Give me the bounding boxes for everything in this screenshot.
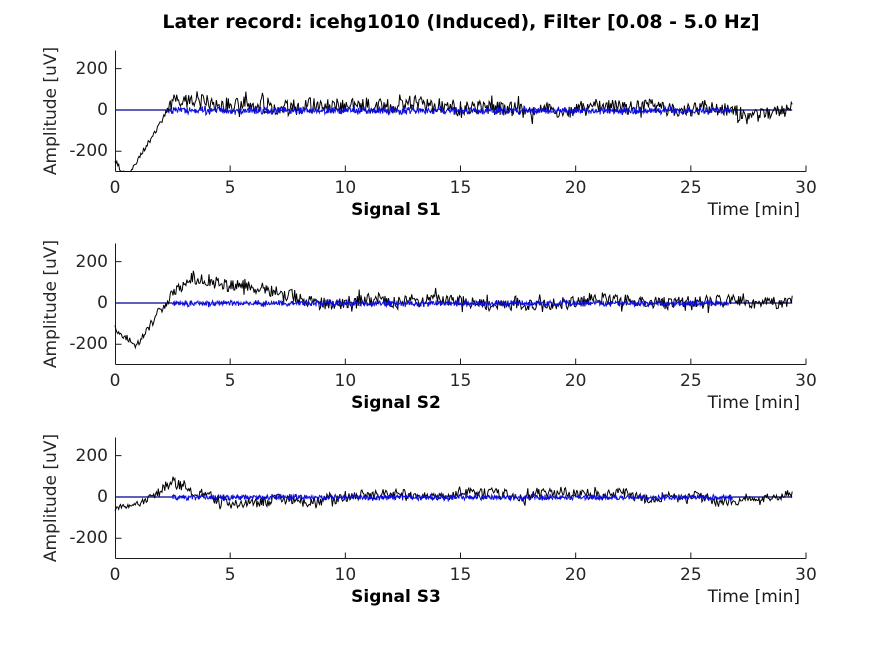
raw-signal-trace	[114, 476, 793, 512]
y-tick-label: 0	[97, 99, 108, 120]
y-tick-label: 200	[75, 445, 108, 466]
x-axis-label-time: Time [min]	[707, 587, 800, 607]
x-tick-label: 10	[334, 565, 357, 585]
filtered-signal-trace	[166, 104, 733, 117]
y-tick-label: -200	[69, 141, 108, 162]
x-axis-label-time: Time [min]	[707, 393, 800, 413]
x-tick-label: 30	[795, 565, 817, 585]
x-tick-label: 10	[334, 371, 357, 391]
y-tick-label: 200	[75, 58, 108, 79]
x-axis-label-signal: Signal S3	[351, 587, 441, 607]
x-tick-label: 30	[795, 371, 817, 391]
x-tick-label: 5	[224, 178, 236, 198]
plot-area-s1	[114, 50, 807, 173]
y-tick-label: 0	[97, 292, 108, 313]
x-tick-label: 0	[109, 565, 121, 585]
x-tick-label: 20	[564, 565, 587, 585]
y-tick-label: -200	[69, 528, 108, 549]
x-tick-label: 5	[224, 371, 236, 391]
x-tick-label: 10	[334, 178, 357, 198]
x-tick-label: 30	[795, 178, 817, 198]
y-tick-label: 200	[75, 251, 108, 272]
plot-area-s2	[114, 243, 807, 365]
x-tick-label: 25	[680, 371, 702, 391]
raw-signal-trace	[114, 91, 793, 173]
figure-title: Later record: icehg1010 (Induced), Filte…	[162, 11, 760, 33]
filtered-signal-trace	[172, 298, 731, 309]
y-tick-label: 0	[97, 486, 108, 507]
x-tick-label: 25	[680, 565, 702, 585]
x-tick-label: 15	[449, 565, 472, 585]
y-tick-label: -200	[69, 334, 108, 355]
x-tick-label: 15	[449, 178, 472, 198]
x-tick-label: 15	[449, 371, 472, 391]
filtered-signal-trace	[172, 492, 733, 503]
x-axis-label-signal: Signal S2	[351, 393, 441, 413]
x-axis-label-time: Time [min]	[707, 200, 800, 220]
raw-signal-trace	[114, 270, 793, 350]
x-tick-label: 5	[224, 565, 236, 585]
x-tick-label: 20	[564, 178, 587, 198]
x-tick-label: 0	[109, 178, 121, 198]
x-tick-label: 25	[680, 178, 702, 198]
x-axis-label-signal: Signal S1	[351, 200, 441, 220]
x-tick-label: 0	[109, 371, 121, 391]
x-tick-label: 20	[564, 371, 587, 391]
plot-area-s3	[114, 437, 807, 559]
